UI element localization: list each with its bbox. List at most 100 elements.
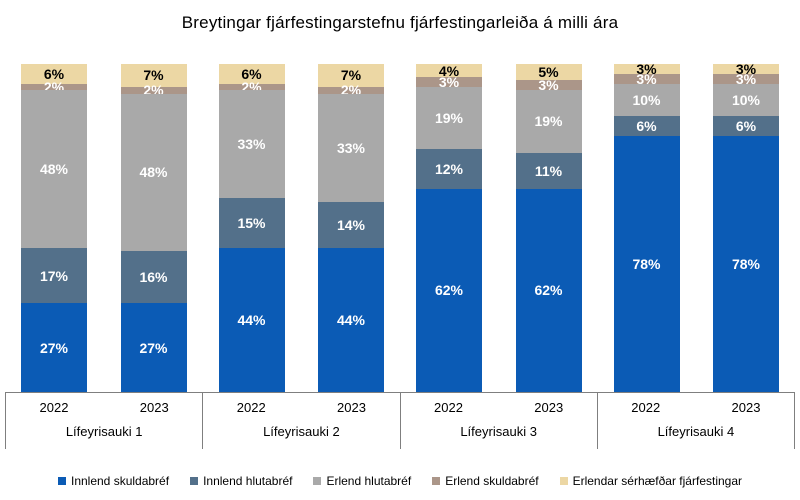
stacked-bar: 5% 3% 19% 11% 62%: [515, 64, 582, 392]
data-label: 6%: [636, 118, 657, 135]
bar-segment: 14%: [318, 201, 384, 248]
bar-segment: 15%: [218, 198, 285, 248]
legend-item: Innlend hlutabréf: [190, 474, 292, 488]
data-label: 15%: [237, 215, 266, 232]
year-label: 2022: [631, 400, 661, 415]
stacked-bar: 3% 3% 10% 6% 78%: [613, 62, 680, 392]
group-label: Lífeyrisauki 2: [263, 424, 340, 439]
bar-segment: 48%: [21, 90, 87, 248]
bar-segment: 6%: [613, 116, 680, 137]
legend-label: Innlend hlutabréf: [203, 474, 293, 488]
bar-segment: 48%: [120, 93, 187, 251]
year-label: 2023: [337, 400, 366, 415]
data-label: 16%: [139, 269, 168, 286]
bar-segment: 33%: [318, 93, 384, 202]
group-label: Lífeyrisauki 4: [657, 424, 735, 439]
legend-swatch-icon: [313, 477, 322, 485]
bar-segment: 19%: [515, 90, 582, 153]
bar-segment: 4%: [416, 62, 482, 79]
year-label: 2022: [236, 400, 266, 415]
bar-segment: 16%: [120, 250, 187, 304]
legend-item: Innlend skuldabréf: [57, 474, 170, 488]
legend: Innlend skuldabréf Innlend hlutabréf Erlen…: [0, 474, 800, 488]
bar-group: 6% 2% 48% 17% 27% 7% 2% 48% 16% 27%: [5, 64, 203, 392]
bar-segment: 3%: [613, 62, 680, 76]
data-label: 4%: [438, 62, 460, 79]
year-labels-row: 2022 2023: [598, 400, 794, 415]
data-label: 27%: [39, 339, 69, 356]
bar-segment: 17%: [21, 247, 87, 304]
data-label: 12%: [434, 160, 464, 177]
bar-segment: 3%: [515, 78, 582, 92]
bar-group: 3% 3% 10% 6% 78% 3% 3% 10% 6% 78%: [598, 62, 796, 392]
data-label: 44%: [336, 311, 366, 328]
axis-group-cell: 2022 2023 Lífeyrisauki 3: [399, 393, 597, 449]
legend-label: Innlend skuldabréf: [70, 474, 170, 488]
legend-item: Erlendar sérhæfðar fjárfestingar: [559, 474, 743, 488]
data-label: 33%: [336, 139, 366, 156]
bar-group: 6% 2% 33% 15% 44% 7% 2% 33% 14% 44%: [203, 64, 401, 392]
data-label: 19%: [434, 110, 464, 127]
data-label: 14%: [336, 216, 366, 233]
bar-segment: 27%: [21, 303, 87, 392]
bar-segment: 7%: [318, 64, 384, 87]
bar-group: 4% 3% 19% 12% 62% 5% 3% 19% 11% 62%: [400, 64, 598, 392]
group-label: Lífeyrisauki 1: [65, 424, 143, 439]
year-labels-row: 2022 2023: [203, 400, 399, 415]
legend-swatch-icon: [559, 477, 568, 485]
data-label: 62%: [434, 282, 464, 299]
bar-segment: 44%: [318, 247, 384, 392]
data-label: 7%: [143, 67, 164, 84]
data-label: 6%: [241, 65, 262, 82]
legend-item: Erlend skuldabréf: [432, 474, 539, 488]
legend-swatch-icon: [432, 477, 441, 485]
legend-label: Erlendar sérhæfðar fjárfestingar: [572, 474, 743, 488]
year-label: 2022: [39, 400, 69, 415]
data-label: 19%: [534, 113, 563, 130]
bar-segment: 78%: [613, 136, 680, 392]
year-label: 2022: [434, 400, 463, 415]
bar-segment: 62%: [416, 188, 482, 392]
bar-segment: 78%: [713, 136, 779, 392]
bar-segment: 6%: [218, 64, 285, 84]
data-label: 27%: [139, 339, 168, 356]
bar-segment: 11%: [515, 152, 582, 189]
bar-segment: 3%: [713, 62, 779, 76]
bar-segment: 10%: [613, 83, 680, 117]
bar-segment: 27%: [120, 303, 187, 392]
bar-segment: 3%: [713, 72, 779, 86]
axis-group-cell: 2022 2023 Lífeyrisauki 2: [202, 393, 399, 449]
bar-segment: 62%: [515, 188, 582, 392]
year-label: 2023: [534, 400, 564, 415]
stacked-bar: 6% 2% 48% 17% 27%: [21, 64, 87, 392]
data-label: 6%: [43, 65, 65, 82]
bar-segment: 10%: [713, 83, 779, 117]
bar-segment: 44%: [218, 247, 285, 392]
bar-segment: 33%: [218, 90, 285, 199]
axis-group-cell: 2022 2023 Lífeyrisauki 1: [5, 393, 202, 449]
data-label: 11%: [534, 162, 563, 179]
data-label: 33%: [237, 136, 266, 153]
legend-label: Erlend skuldabréf: [445, 474, 539, 488]
stacked-bar: 6% 2% 33% 15% 44%: [218, 64, 285, 392]
year-labels-row: 2022 2023: [6, 400, 202, 415]
plot-area: 6% 2% 48% 17% 27% 7% 2% 48% 16% 27% 6% 2% 33% 15% 44% 7…: [5, 62, 796, 392]
stacked-bar: 4% 3% 19% 12% 62%: [416, 64, 482, 392]
data-label: 17%: [39, 267, 69, 284]
stacked-bar: 7% 2% 33% 14% 44%: [318, 64, 384, 392]
bar-segment: 12%: [416, 149, 482, 189]
year-label: 2023: [731, 400, 761, 415]
year-labels-row: 2022 2023: [401, 400, 597, 415]
data-label: 78%: [731, 256, 761, 273]
data-label: 48%: [39, 160, 69, 177]
data-label: 10%: [632, 92, 661, 109]
legend-item: Erlend hlutabréf: [313, 474, 411, 488]
data-label: 44%: [237, 311, 266, 328]
legend-swatch-icon: [57, 477, 66, 485]
data-label: 78%: [632, 256, 661, 273]
chart-title: Breytingar fjárfestingarstefnu fjárfesti…: [181, 13, 619, 32]
data-label: 5%: [538, 64, 559, 81]
data-label: 7%: [340, 67, 362, 84]
stacked-bar: 3% 3% 10% 6% 78%: [713, 62, 779, 392]
